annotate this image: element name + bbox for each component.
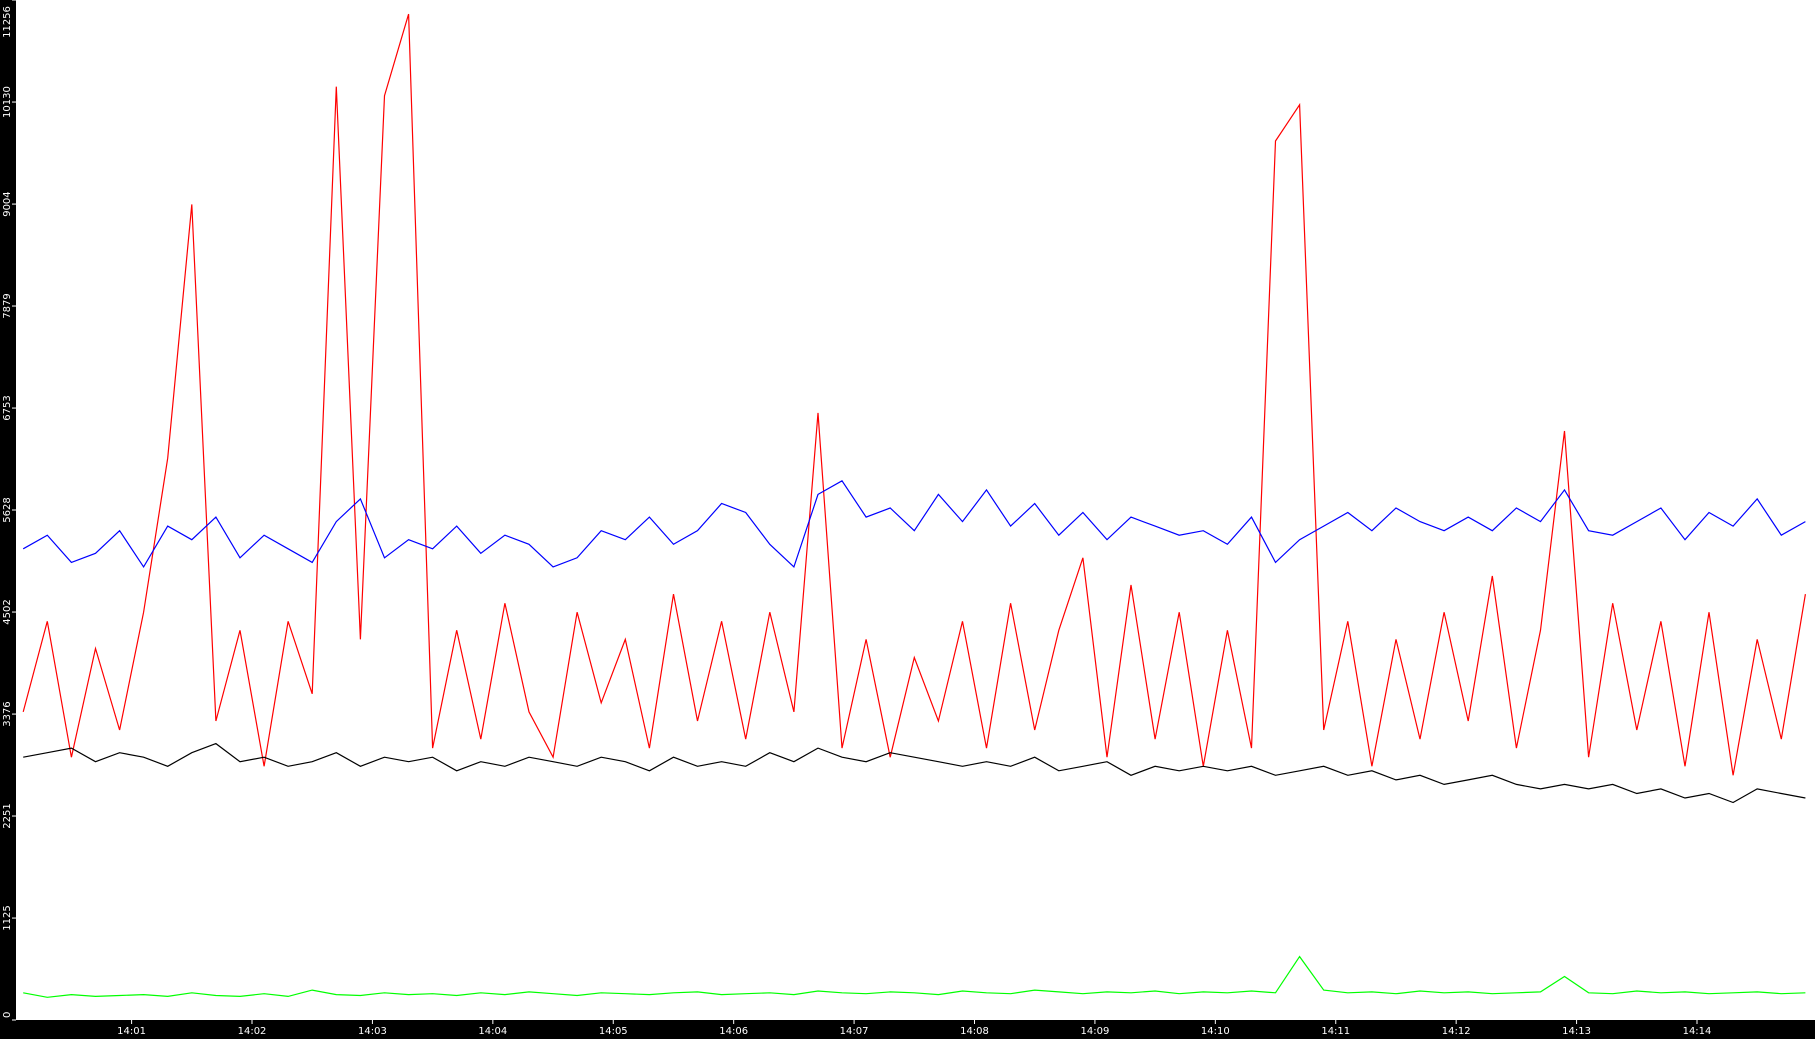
x-tick-label: 14:02: [238, 1026, 267, 1037]
x-tick-label: 14:12: [1442, 1026, 1471, 1037]
x-tick-label: 14:11: [1321, 1026, 1350, 1037]
x-tick-label: 14:05: [599, 1026, 628, 1037]
x-tick-label: 14:07: [840, 1026, 869, 1037]
y-tick-label: 9004: [2, 191, 13, 216]
x-tick-label: 14:09: [1081, 1026, 1110, 1037]
series-line: [22, 13, 1806, 776]
y-tick-label: 10130: [2, 86, 13, 118]
series-line: [22, 480, 1806, 569]
y-tick-label: 11256: [2, 6, 13, 38]
x-axis-strip: [0, 1020, 1815, 1039]
y-tick-label: 2251: [2, 803, 13, 828]
y-tick-label: 7879: [2, 293, 13, 318]
x-tick-label: 14:10: [1201, 1026, 1230, 1037]
y-tick-label: 1125: [2, 905, 13, 930]
x-tick-label: 14:03: [358, 1026, 387, 1037]
y-tick-label: 5628: [2, 497, 13, 522]
y-tick-label: 3376: [2, 701, 13, 726]
y-axis-strip: [0, 0, 16, 1039]
series-line: [23, 742, 1806, 804]
y-tick-label: 6753: [2, 395, 13, 420]
x-tick-label: 14:14: [1683, 1026, 1712, 1037]
x-tick-label: 14:06: [719, 1026, 748, 1037]
x-tick-label: 14:13: [1562, 1026, 1591, 1037]
series-line: [23, 955, 1806, 998]
y-tick-label: 0: [2, 1012, 13, 1018]
x-tick-label: 14:01: [117, 1026, 146, 1037]
x-tick-label: 14:04: [478, 1026, 507, 1037]
y-tick-label: 4502: [2, 599, 13, 624]
x-tick-label: 14:08: [960, 1026, 989, 1037]
